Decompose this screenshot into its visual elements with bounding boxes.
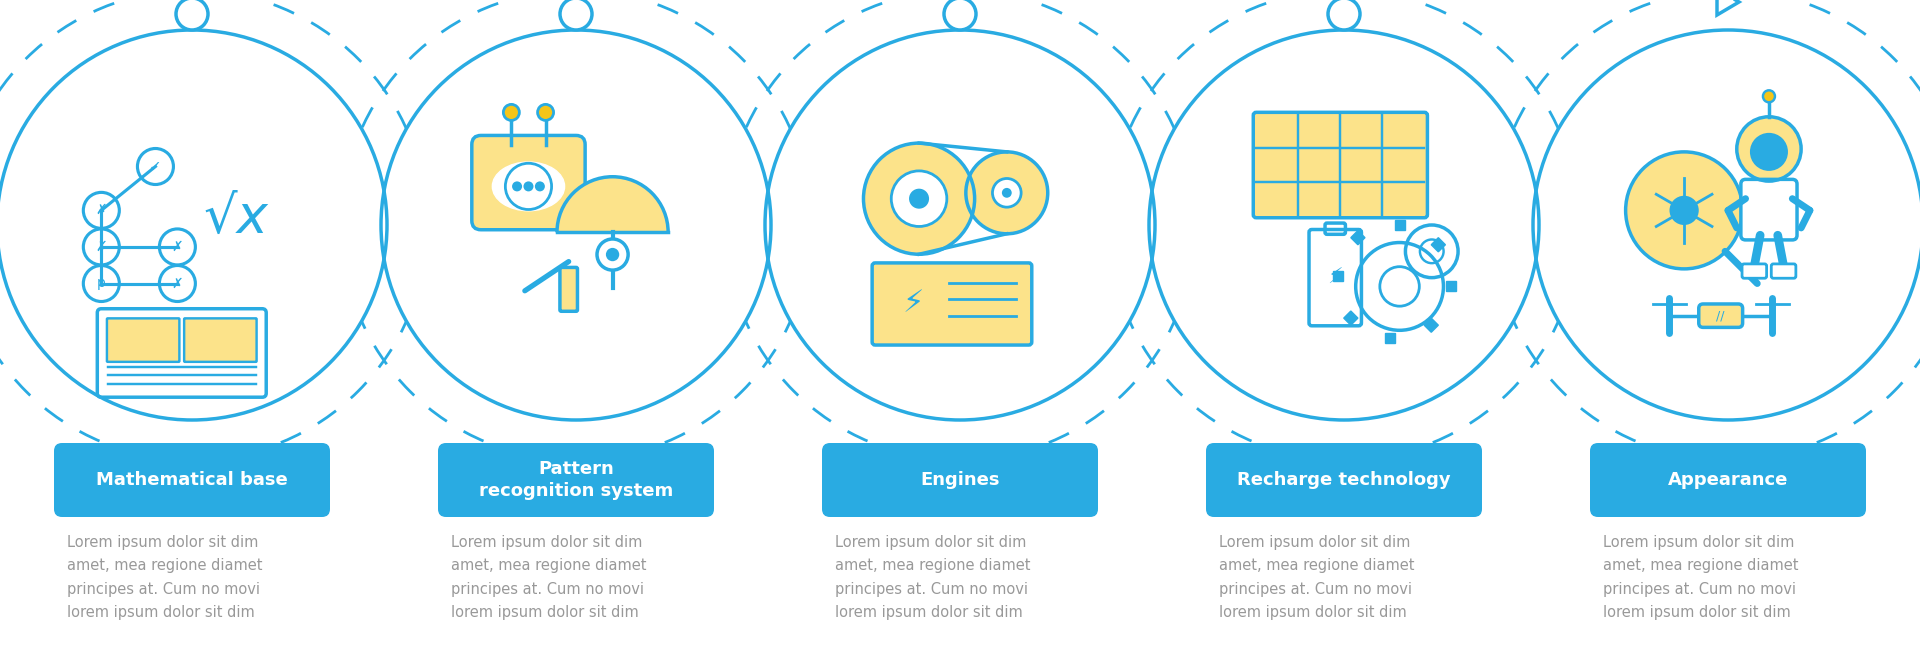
FancyBboxPatch shape bbox=[561, 268, 578, 311]
Circle shape bbox=[1329, 0, 1359, 30]
Text: ✗: ✗ bbox=[171, 276, 182, 290]
FancyBboxPatch shape bbox=[1590, 443, 1866, 517]
Bar bbox=[1332, 272, 1342, 282]
Circle shape bbox=[993, 178, 1021, 207]
Bar bbox=[1425, 318, 1438, 332]
FancyBboxPatch shape bbox=[822, 443, 1098, 517]
Circle shape bbox=[597, 239, 628, 270]
Text: p: p bbox=[96, 276, 106, 290]
Circle shape bbox=[380, 30, 772, 420]
Ellipse shape bbox=[1626, 114, 1868, 356]
Text: Recharge technology: Recharge technology bbox=[1236, 471, 1452, 489]
Text: Lorem ipsum dolor sit dim
amet, mea regione diamet
principes at. Cum no movi
lor: Lorem ipsum dolor sit dim amet, mea regi… bbox=[451, 535, 647, 620]
FancyBboxPatch shape bbox=[472, 135, 586, 230]
Circle shape bbox=[513, 181, 522, 191]
Ellipse shape bbox=[90, 114, 332, 356]
Text: //: // bbox=[1716, 309, 1724, 322]
Circle shape bbox=[561, 0, 591, 30]
Bar bbox=[1394, 220, 1405, 230]
Circle shape bbox=[891, 171, 947, 226]
FancyBboxPatch shape bbox=[108, 318, 179, 362]
Circle shape bbox=[966, 152, 1048, 234]
Circle shape bbox=[1626, 152, 1743, 269]
Circle shape bbox=[1148, 30, 1540, 420]
Circle shape bbox=[607, 248, 620, 261]
FancyBboxPatch shape bbox=[1741, 264, 1766, 278]
Circle shape bbox=[1763, 91, 1774, 103]
Circle shape bbox=[503, 105, 518, 121]
FancyBboxPatch shape bbox=[1206, 443, 1482, 517]
Text: Mathematical base: Mathematical base bbox=[96, 471, 288, 489]
Wedge shape bbox=[557, 176, 668, 232]
Circle shape bbox=[177, 0, 207, 30]
Circle shape bbox=[0, 30, 388, 420]
Text: Engines: Engines bbox=[920, 471, 1000, 489]
Circle shape bbox=[1738, 117, 1801, 181]
Text: Pattern
recognition system: Pattern recognition system bbox=[478, 460, 674, 500]
FancyBboxPatch shape bbox=[1254, 113, 1427, 218]
FancyBboxPatch shape bbox=[184, 318, 257, 362]
Bar bbox=[1446, 282, 1457, 292]
Bar bbox=[1430, 238, 1446, 252]
Text: Appearance: Appearance bbox=[1668, 471, 1788, 489]
Circle shape bbox=[536, 181, 545, 191]
FancyBboxPatch shape bbox=[1741, 179, 1797, 240]
Ellipse shape bbox=[1242, 114, 1484, 356]
Bar bbox=[1352, 230, 1365, 244]
Bar bbox=[1384, 333, 1394, 343]
Ellipse shape bbox=[858, 114, 1100, 356]
Text: Lorem ipsum dolor sit dim
amet, mea regione diamet
principes at. Cum no movi
lor: Lorem ipsum dolor sit dim amet, mea regi… bbox=[1219, 535, 1415, 620]
FancyBboxPatch shape bbox=[54, 443, 330, 517]
Text: ✗: ✗ bbox=[171, 240, 182, 254]
Circle shape bbox=[764, 30, 1156, 420]
Text: Lorem ipsum dolor sit dim
amet, mea regione diamet
principes at. Cum no movi
lor: Lorem ipsum dolor sit dim amet, mea regi… bbox=[835, 535, 1031, 620]
Ellipse shape bbox=[492, 162, 564, 210]
Text: Lorem ipsum dolor sit dim
amet, mea regione diamet
principes at. Cum no movi
lor: Lorem ipsum dolor sit dim amet, mea regi… bbox=[1603, 535, 1799, 620]
FancyBboxPatch shape bbox=[438, 443, 714, 517]
Text: Lorem ipsum dolor sit dim
amet, mea regione diamet
principes at. Cum no movi
lor: Lorem ipsum dolor sit dim amet, mea regi… bbox=[67, 535, 263, 620]
Text: ✗: ✗ bbox=[96, 203, 108, 217]
Text: ✓: ✓ bbox=[150, 159, 161, 174]
Text: √x: √x bbox=[204, 192, 269, 244]
Bar bbox=[1344, 311, 1357, 325]
Circle shape bbox=[1002, 188, 1012, 198]
Circle shape bbox=[945, 0, 975, 30]
Circle shape bbox=[1670, 196, 1699, 225]
Circle shape bbox=[1749, 133, 1788, 171]
FancyBboxPatch shape bbox=[872, 263, 1031, 345]
Circle shape bbox=[524, 181, 534, 191]
Circle shape bbox=[1532, 30, 1920, 420]
Circle shape bbox=[538, 105, 553, 121]
FancyBboxPatch shape bbox=[1772, 264, 1795, 278]
Text: ⚡: ⚡ bbox=[902, 290, 924, 318]
FancyBboxPatch shape bbox=[1699, 304, 1743, 328]
Circle shape bbox=[908, 188, 929, 208]
Ellipse shape bbox=[474, 114, 716, 356]
Text: ✗: ✗ bbox=[96, 240, 108, 254]
Circle shape bbox=[864, 143, 975, 254]
Text: ⚡: ⚡ bbox=[1327, 268, 1342, 288]
